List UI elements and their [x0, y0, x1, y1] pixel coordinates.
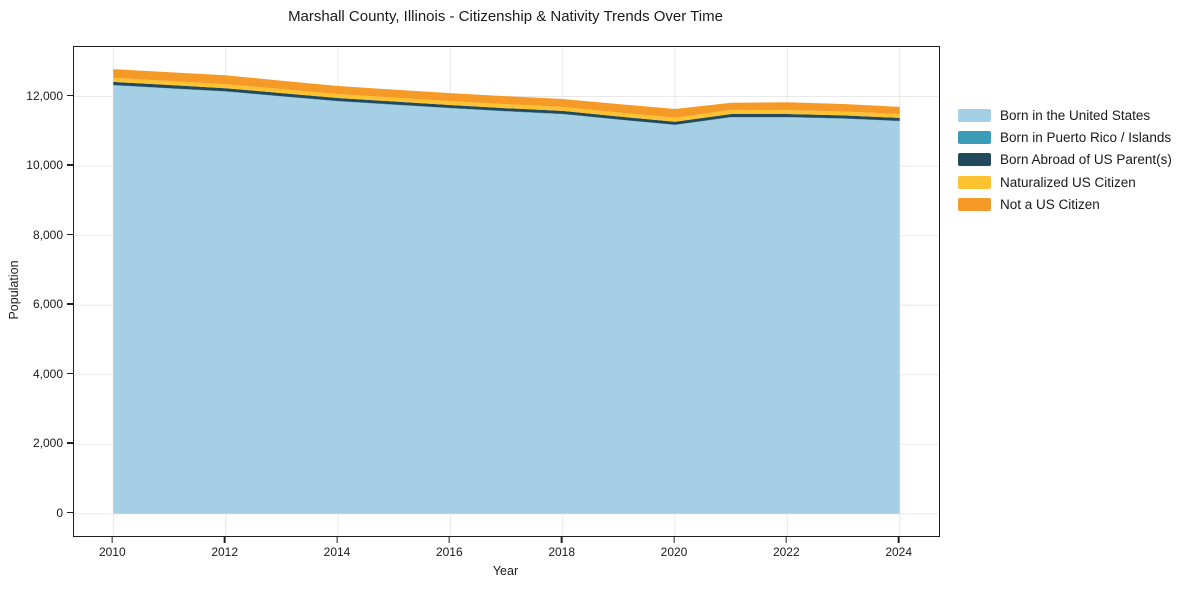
x-tick-label: 2018 — [548, 545, 576, 559]
y-tick-4,000: 4,000 — [33, 367, 73, 381]
x-axis-label: Year — [492, 564, 519, 578]
x-tick-label: 2020 — [660, 545, 688, 559]
tick-mark — [673, 537, 675, 543]
chart-title: Marshall County, Illinois - Citizenship … — [288, 8, 723, 25]
x-tick-label: 2016 — [435, 545, 463, 559]
area-series — [113, 85, 900, 514]
tick-mark — [448, 537, 450, 543]
legend: Born in the United States Born in Puerto … — [958, 104, 1172, 216]
y-tick-0: 0 — [56, 506, 73, 520]
tick-mark — [67, 512, 73, 514]
tick-mark — [67, 94, 73, 97]
y-tick-label: 0 — [56, 505, 63, 520]
x-tick-2024: 2024 — [885, 537, 912, 559]
y-tick-label: 6,000 — [32, 297, 63, 312]
y-tick-label: 12,000 — [26, 88, 63, 103]
legend-swatch — [958, 198, 991, 212]
tick-mark — [67, 233, 73, 236]
y-tick-10,000: 10,000 — [26, 158, 73, 172]
tick-mark — [67, 303, 73, 305]
x-tick-2010: 2010 — [99, 537, 126, 559]
y-tick-label: 8,000 — [32, 227, 63, 242]
x-tick-2018: 2018 — [548, 537, 575, 559]
legend-label: Naturalized US Citizen — [1000, 174, 1136, 190]
y-tick-2,000: 2,000 — [33, 436, 73, 450]
legend-swatch — [958, 153, 991, 167]
area-series — [113, 69, 900, 118]
legend-item: Born Abroad of US Parent(s) — [958, 149, 1172, 171]
tick-mark — [223, 537, 226, 543]
y-tick-12,000: 12,000 — [26, 89, 73, 103]
x-tick-label: 2010 — [98, 545, 126, 559]
tick-mark — [67, 164, 73, 166]
legend-swatch — [958, 131, 991, 145]
plot-area — [73, 46, 940, 537]
y-tick-label: 2,000 — [32, 436, 63, 451]
legend-label: Not a US Citizen — [1000, 197, 1100, 213]
y-axis-label: Population — [7, 260, 21, 320]
x-tick-label: 2022 — [772, 545, 800, 559]
legend-item: Born in Puerto Rico / Islands — [958, 126, 1172, 148]
x-tick-2012: 2012 — [211, 537, 238, 559]
x-tick-label: 2024 — [885, 545, 913, 559]
tick-mark — [785, 537, 787, 543]
legend-item: Born in the United States — [958, 104, 1172, 126]
legend-swatch — [958, 175, 991, 189]
tick-mark — [67, 372, 73, 375]
tick-mark — [67, 442, 73, 444]
legend-item: Not a US Citizen — [958, 194, 1172, 216]
tick-mark — [111, 537, 113, 543]
x-tick-2014: 2014 — [323, 537, 351, 559]
legend-swatch — [958, 108, 991, 122]
x-tick-2022: 2022 — [773, 537, 800, 559]
tick-mark — [336, 537, 338, 543]
x-tick-label: 2014 — [323, 545, 351, 559]
x-tick-2020: 2020 — [660, 537, 688, 559]
legend-item: Naturalized US Citizen — [958, 171, 1172, 193]
tick-mark — [897, 537, 900, 543]
x-tick-2016: 2016 — [436, 537, 463, 559]
y-tick-label: 4,000 — [32, 366, 63, 381]
legend-label: Born in the United States — [1000, 107, 1151, 123]
x-axis: 2010 2012 2014 2016 2018 2020 2022 2024 — [73, 537, 938, 561]
tick-mark — [560, 537, 563, 543]
stacked-area-plot — [74, 47, 939, 536]
y-axis: 0 2,000 4,000 6,000 8,000 10,000 12,000 — [0, 46, 73, 535]
y-tick-6,000: 6,000 — [33, 297, 73, 311]
y-tick-label: 10,000 — [26, 158, 63, 173]
legend-label: Born in Puerto Rico / Islands — [1000, 130, 1172, 146]
y-tick-8,000: 8,000 — [33, 228, 73, 242]
legend-label: Born Abroad of US Parent(s) — [1000, 152, 1172, 168]
x-tick-label: 2012 — [211, 545, 239, 559]
